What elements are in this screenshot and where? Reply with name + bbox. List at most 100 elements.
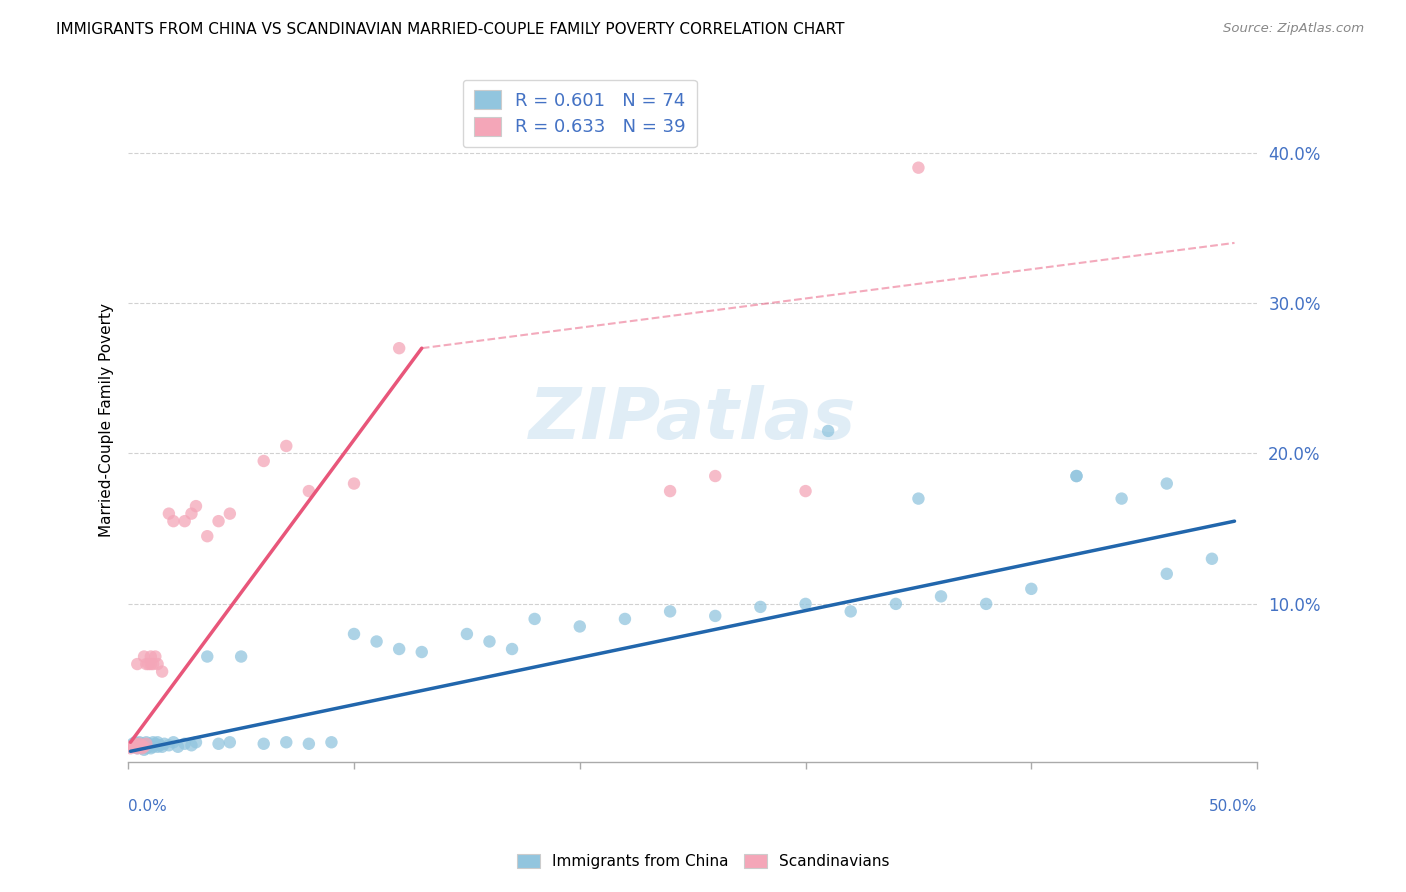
Point — [167, 739, 190, 754]
Point — [343, 627, 366, 641]
Point — [128, 739, 150, 754]
Point — [162, 735, 184, 749]
Point — [150, 665, 173, 679]
Point — [132, 739, 155, 754]
Point — [139, 741, 162, 756]
Text: ZIPatlas: ZIPatlas — [529, 385, 856, 454]
Point — [173, 514, 195, 528]
Legend: R = 0.601   N = 74, R = 0.633   N = 39: R = 0.601 N = 74, R = 0.633 N = 39 — [463, 79, 697, 147]
Point — [184, 499, 207, 513]
Point — [146, 739, 169, 754]
Point — [478, 634, 501, 648]
Point — [298, 737, 321, 751]
Point — [121, 739, 143, 753]
Point — [388, 341, 411, 355]
Point — [411, 645, 433, 659]
Point — [1066, 469, 1088, 483]
Point — [157, 739, 180, 753]
Point — [135, 657, 157, 671]
Point — [195, 649, 218, 664]
Point — [298, 484, 321, 499]
Point — [218, 507, 240, 521]
Point — [127, 657, 149, 671]
Point — [124, 739, 146, 754]
Point — [180, 739, 202, 753]
Point — [128, 739, 150, 754]
Point — [884, 597, 907, 611]
Point — [138, 737, 160, 751]
Point — [131, 737, 153, 751]
Point — [1111, 491, 1133, 506]
Point — [523, 612, 546, 626]
Point — [121, 739, 143, 753]
Point — [127, 741, 149, 756]
Point — [142, 735, 165, 749]
Point — [253, 454, 276, 468]
Point — [132, 737, 155, 751]
Point — [321, 735, 343, 749]
Point — [138, 657, 160, 671]
Point — [135, 741, 157, 756]
Point — [120, 739, 142, 754]
Text: Source: ZipAtlas.com: Source: ZipAtlas.com — [1223, 22, 1364, 36]
Point — [135, 735, 157, 749]
Point — [143, 649, 166, 664]
Point — [132, 743, 155, 757]
Point — [388, 642, 411, 657]
Point — [1156, 566, 1178, 581]
Point — [139, 657, 162, 671]
Point — [157, 507, 180, 521]
Point — [568, 619, 591, 633]
Point — [180, 507, 202, 521]
Point — [704, 469, 727, 483]
Point — [150, 739, 173, 754]
Point — [749, 599, 772, 614]
Point — [173, 737, 195, 751]
Point — [659, 604, 682, 618]
Point — [907, 491, 929, 506]
Point — [153, 737, 176, 751]
Text: 50.0%: 50.0% — [1209, 799, 1257, 814]
Point — [127, 739, 149, 753]
Point — [184, 735, 207, 749]
Point — [501, 642, 523, 657]
Point — [131, 741, 153, 756]
Point — [135, 739, 157, 753]
Point — [139, 739, 162, 753]
Point — [128, 737, 150, 751]
Text: 0.0%: 0.0% — [128, 799, 167, 814]
Point — [124, 735, 146, 749]
Point — [1156, 476, 1178, 491]
Point — [131, 739, 153, 753]
Point — [218, 735, 240, 749]
Point — [613, 612, 636, 626]
Point — [207, 514, 229, 528]
Point — [124, 737, 146, 751]
Point — [121, 739, 143, 754]
Point — [231, 649, 253, 664]
Point — [794, 484, 817, 499]
Point — [817, 424, 839, 438]
Point — [253, 737, 276, 751]
Point — [132, 649, 155, 664]
Point — [276, 735, 298, 749]
Point — [128, 735, 150, 749]
Point — [839, 604, 862, 618]
Legend: Immigrants from China, Scandinavians: Immigrants from China, Scandinavians — [510, 848, 896, 875]
Point — [195, 529, 218, 543]
Point — [366, 634, 388, 648]
Point — [146, 657, 169, 671]
Text: IMMIGRANTS FROM CHINA VS SCANDINAVIAN MARRIED-COUPLE FAMILY POVERTY CORRELATION : IMMIGRANTS FROM CHINA VS SCANDINAVIAN MA… — [56, 22, 845, 37]
Point — [162, 514, 184, 528]
Point — [127, 741, 149, 756]
Point — [143, 737, 166, 751]
Point — [127, 737, 149, 751]
Point — [1066, 469, 1088, 483]
Point — [135, 737, 157, 751]
Point — [132, 739, 155, 754]
Point — [929, 590, 952, 604]
Point — [974, 597, 997, 611]
Point — [343, 476, 366, 491]
Point — [142, 739, 165, 754]
Point — [456, 627, 478, 641]
